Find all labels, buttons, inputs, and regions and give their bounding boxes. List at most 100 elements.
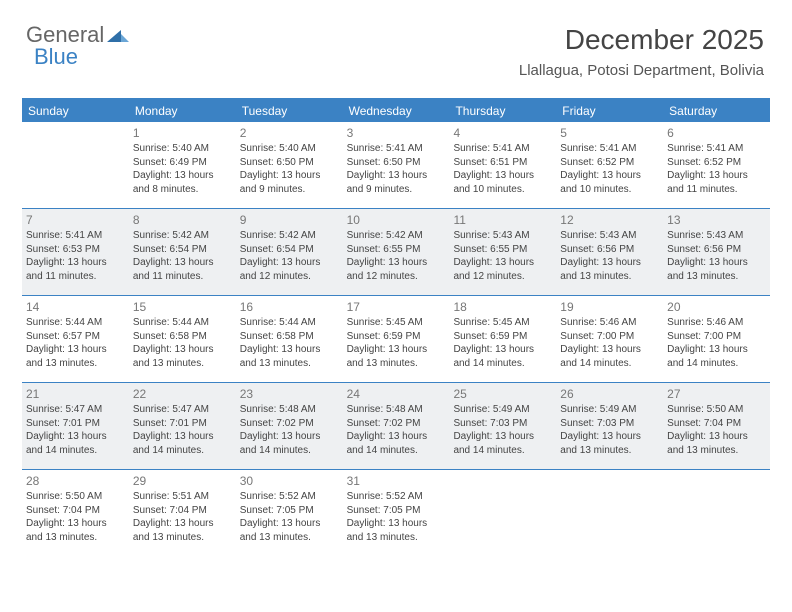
day-number: 14 (26, 299, 125, 315)
day-sunrise: Sunrise: 5:50 AM (667, 403, 766, 417)
day-number: 9 (240, 212, 339, 228)
day-sunset: Sunset: 6:51 PM (453, 156, 552, 170)
day-number: 19 (560, 299, 659, 315)
day-sunset: Sunset: 6:49 PM (133, 156, 232, 170)
day-day1: Daylight: 13 hours (667, 256, 766, 270)
day-sunset: Sunset: 6:50 PM (240, 156, 339, 170)
day-sunset: Sunset: 6:50 PM (347, 156, 446, 170)
calendar-cell: 4Sunrise: 5:41 AMSunset: 6:51 PMDaylight… (449, 122, 556, 208)
day-sunrise: Sunrise: 5:41 AM (560, 142, 659, 156)
day-sunrise: Sunrise: 5:40 AM (240, 142, 339, 156)
day-day2: and 11 minutes. (667, 183, 766, 197)
day-day1: Daylight: 13 hours (667, 169, 766, 183)
day-day2: and 13 minutes. (26, 357, 125, 371)
day-day1: Daylight: 13 hours (133, 343, 232, 357)
day-sunset: Sunset: 7:00 PM (667, 330, 766, 344)
day-sunset: Sunset: 7:03 PM (560, 417, 659, 431)
day-day2: and 13 minutes. (347, 357, 446, 371)
day-day1: Daylight: 13 hours (240, 430, 339, 444)
day-day2: and 13 minutes. (560, 270, 659, 284)
day-day2: and 11 minutes. (133, 270, 232, 284)
day-day2: and 13 minutes. (667, 270, 766, 284)
calendar-cell: 25Sunrise: 5:49 AMSunset: 7:03 PMDayligh… (449, 383, 556, 469)
day-number: 30 (240, 473, 339, 489)
day-sunrise: Sunrise: 5:43 AM (453, 229, 552, 243)
day-sunset: Sunset: 7:05 PM (240, 504, 339, 518)
day-number: 15 (133, 299, 232, 315)
day-sunrise: Sunrise: 5:49 AM (560, 403, 659, 417)
calendar-cell: 30Sunrise: 5:52 AMSunset: 7:05 PMDayligh… (236, 470, 343, 556)
day-day1: Daylight: 13 hours (133, 517, 232, 531)
day-day2: and 10 minutes. (560, 183, 659, 197)
day-name: Wednesday (343, 100, 450, 122)
day-sunrise: Sunrise: 5:43 AM (560, 229, 659, 243)
day-sunrise: Sunrise: 5:47 AM (133, 403, 232, 417)
day-number: 8 (133, 212, 232, 228)
day-day1: Daylight: 13 hours (240, 169, 339, 183)
calendar-cell: 18Sunrise: 5:45 AMSunset: 6:59 PMDayligh… (449, 296, 556, 382)
day-number: 6 (667, 125, 766, 141)
calendar-week: 7Sunrise: 5:41 AMSunset: 6:53 PMDaylight… (22, 209, 770, 296)
day-name: Friday (556, 100, 663, 122)
day-day2: and 14 minutes. (347, 444, 446, 458)
day-sunset: Sunset: 6:56 PM (667, 243, 766, 257)
day-day1: Daylight: 13 hours (453, 256, 552, 270)
day-day2: and 10 minutes. (453, 183, 552, 197)
calendar-cell: 20Sunrise: 5:46 AMSunset: 7:00 PMDayligh… (663, 296, 770, 382)
calendar-cell (22, 122, 129, 208)
day-number: 21 (26, 386, 125, 402)
calendar-week: 14Sunrise: 5:44 AMSunset: 6:57 PMDayligh… (22, 296, 770, 383)
day-number: 3 (347, 125, 446, 141)
day-sunrise: Sunrise: 5:42 AM (133, 229, 232, 243)
day-day2: and 12 minutes. (347, 270, 446, 284)
day-sunset: Sunset: 7:02 PM (240, 417, 339, 431)
calendar-cell: 26Sunrise: 5:49 AMSunset: 7:03 PMDayligh… (556, 383, 663, 469)
day-sunset: Sunset: 7:01 PM (26, 417, 125, 431)
day-number: 20 (667, 299, 766, 315)
day-day1: Daylight: 13 hours (453, 169, 552, 183)
day-day1: Daylight: 13 hours (26, 430, 125, 444)
calendar-cell: 22Sunrise: 5:47 AMSunset: 7:01 PMDayligh… (129, 383, 236, 469)
day-day1: Daylight: 13 hours (453, 343, 552, 357)
day-sunrise: Sunrise: 5:48 AM (240, 403, 339, 417)
day-number: 12 (560, 212, 659, 228)
calendar-cell: 8Sunrise: 5:42 AMSunset: 6:54 PMDaylight… (129, 209, 236, 295)
day-day1: Daylight: 13 hours (133, 169, 232, 183)
day-name: Sunday (22, 100, 129, 122)
day-sunset: Sunset: 6:59 PM (453, 330, 552, 344)
day-number: 11 (453, 212, 552, 228)
day-day1: Daylight: 13 hours (26, 517, 125, 531)
day-sunset: Sunset: 6:58 PM (133, 330, 232, 344)
day-sunset: Sunset: 6:58 PM (240, 330, 339, 344)
day-sunrise: Sunrise: 5:46 AM (560, 316, 659, 330)
day-day2: and 14 minutes. (560, 357, 659, 371)
day-day2: and 11 minutes. (26, 270, 125, 284)
calendar-cell: 10Sunrise: 5:42 AMSunset: 6:55 PMDayligh… (343, 209, 450, 295)
day-sunset: Sunset: 7:01 PM (133, 417, 232, 431)
day-sunrise: Sunrise: 5:51 AM (133, 490, 232, 504)
day-sunset: Sunset: 6:55 PM (347, 243, 446, 257)
day-sunset: Sunset: 6:52 PM (560, 156, 659, 170)
day-number: 5 (560, 125, 659, 141)
calendar-cell: 31Sunrise: 5:52 AMSunset: 7:05 PMDayligh… (343, 470, 450, 556)
calendar-cell: 29Sunrise: 5:51 AMSunset: 7:04 PMDayligh… (129, 470, 236, 556)
day-day1: Daylight: 13 hours (347, 517, 446, 531)
day-day1: Daylight: 13 hours (133, 256, 232, 270)
location-label: Llallagua, Potosi Department, Bolivia (519, 62, 764, 79)
day-day2: and 14 minutes. (453, 357, 552, 371)
calendar-cell: 13Sunrise: 5:43 AMSunset: 6:56 PMDayligh… (663, 209, 770, 295)
day-day1: Daylight: 13 hours (240, 256, 339, 270)
day-day1: Daylight: 13 hours (347, 169, 446, 183)
day-sunrise: Sunrise: 5:42 AM (240, 229, 339, 243)
day-sunrise: Sunrise: 5:42 AM (347, 229, 446, 243)
day-day2: and 14 minutes. (133, 444, 232, 458)
calendar-cell (663, 470, 770, 556)
day-day2: and 13 minutes. (133, 357, 232, 371)
day-number: 18 (453, 299, 552, 315)
day-day1: Daylight: 13 hours (347, 430, 446, 444)
calendar-cell: 9Sunrise: 5:42 AMSunset: 6:54 PMDaylight… (236, 209, 343, 295)
day-sunset: Sunset: 6:54 PM (240, 243, 339, 257)
day-day1: Daylight: 13 hours (26, 256, 125, 270)
day-number: 26 (560, 386, 659, 402)
calendar-cell: 27Sunrise: 5:50 AMSunset: 7:04 PMDayligh… (663, 383, 770, 469)
